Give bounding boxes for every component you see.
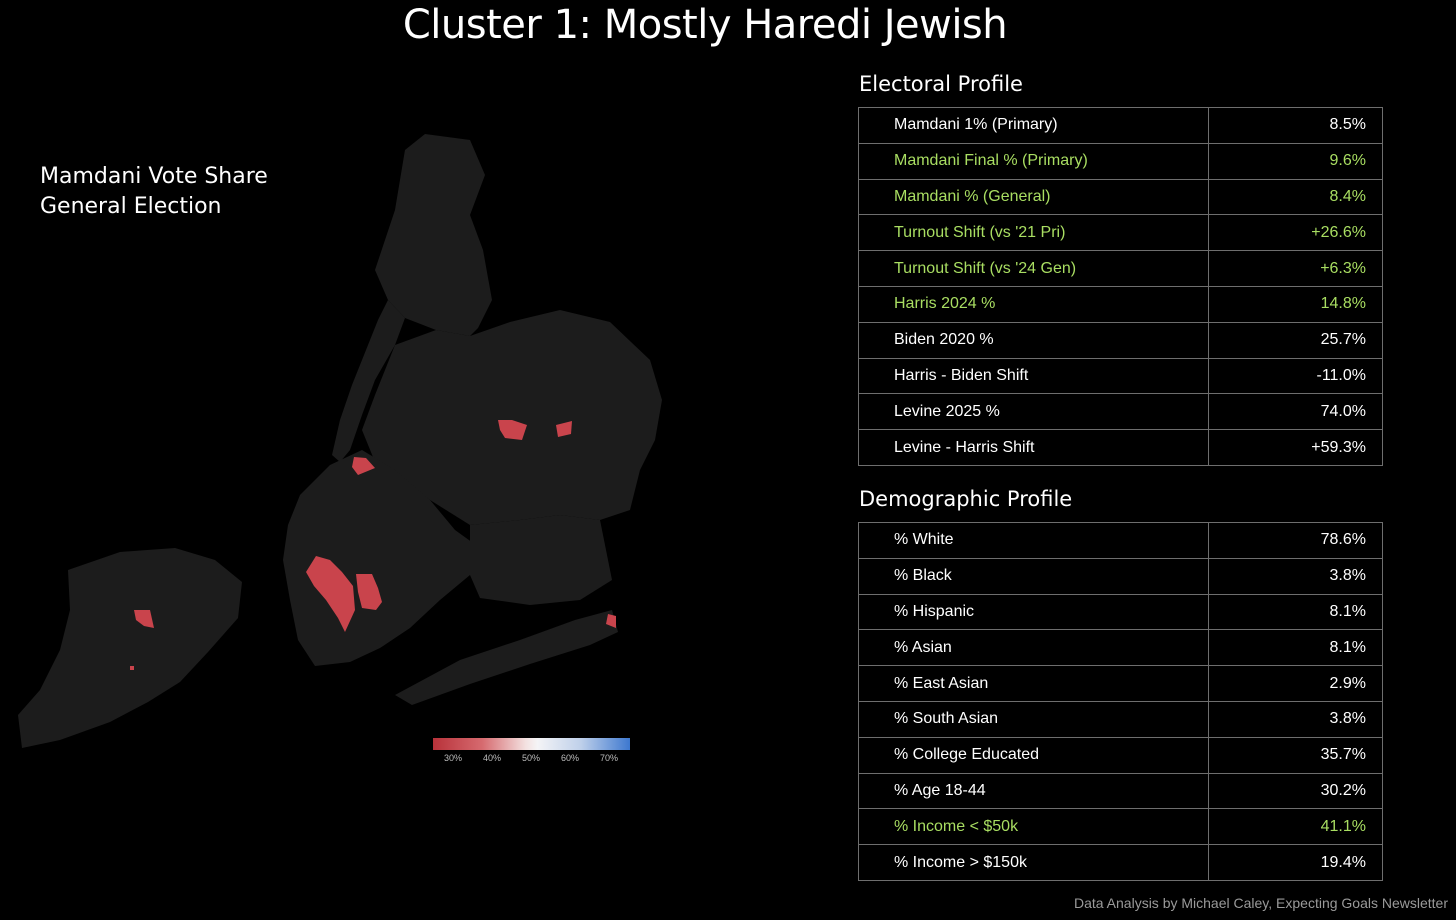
electoral-profile-heading: Electoral Profile xyxy=(859,72,1023,96)
row-value: 8.5% xyxy=(1208,107,1383,144)
legend-tick: 40% xyxy=(482,753,502,763)
row-label: Turnout Shift (vs '21 Pri) xyxy=(858,214,1209,252)
legend-ticks: 30% 40% 50% 60% 70% xyxy=(433,753,630,767)
table-row: Harris 2024 % 14.8% xyxy=(858,285,1383,323)
table-row: % South Asian 3.8% xyxy=(858,700,1383,738)
row-value: 30.2% xyxy=(1208,772,1383,810)
table-row: Mamdani 1% (Primary) 8.5% xyxy=(858,107,1383,144)
demographic-profile-table: % White 78.6%% Black 3.8%% Hispanic 8.1%% A… xyxy=(858,522,1383,881)
row-label: Mamdani 1% (Primary) xyxy=(858,107,1209,144)
electoral-profile-table: Mamdani 1% (Primary) 8.5% Mamdani Final % … xyxy=(858,107,1383,466)
legend-tick: 50% xyxy=(521,753,541,763)
table-row: % Income > $150k 19.4% xyxy=(858,844,1383,881)
table-row: % Hispanic 8.1% xyxy=(858,593,1383,631)
row-label: Harris - Biden Shift xyxy=(858,357,1209,395)
row-label: Levine 2025 % xyxy=(858,393,1209,431)
legend-tick: 70% xyxy=(599,753,619,763)
row-label: Turnout Shift (vs '24 Gen) xyxy=(858,250,1209,287)
row-label: % Asian xyxy=(858,629,1209,667)
table-row: Mamdani Final % (Primary) 9.6% xyxy=(858,142,1383,180)
credit-footer: Data Analysis by Michael Caley, Expectin… xyxy=(1073,895,1448,911)
legend-gradient-bar xyxy=(433,738,630,750)
map-label: Mamdani Vote Share General Election xyxy=(40,162,268,222)
row-value: +59.3% xyxy=(1208,429,1383,466)
row-value: 8.4% xyxy=(1208,178,1383,216)
row-value: 14.8% xyxy=(1208,285,1383,323)
row-label: % Black xyxy=(858,557,1209,595)
borough-manhattan xyxy=(332,300,405,462)
row-label: % East Asian xyxy=(858,665,1209,702)
row-label: % Income < $50k xyxy=(858,808,1209,846)
table-row: Levine - Harris Shift +59.3% xyxy=(858,429,1383,466)
row-label: Harris 2024 % xyxy=(858,285,1209,323)
row-value: 8.1% xyxy=(1208,593,1383,631)
row-label: Mamdani % (General) xyxy=(858,178,1209,216)
row-label: % Age 18-44 xyxy=(858,772,1209,810)
row-value: 78.6% xyxy=(1208,522,1383,559)
table-row: % East Asian 2.9% xyxy=(858,665,1383,702)
row-value: 19.4% xyxy=(1208,844,1383,881)
highlighted-precincts xyxy=(130,420,616,670)
row-value: 9.6% xyxy=(1208,142,1383,180)
map-label-line2: General Election xyxy=(40,194,222,219)
table-row: Levine 2025 % 74.0% xyxy=(858,393,1383,431)
borough-bronx xyxy=(375,134,492,336)
table-row: Turnout Shift (vs '21 Pri) +26.6% xyxy=(858,214,1383,252)
table-row: % Age 18-44 30.2% xyxy=(858,772,1383,810)
row-label: Mamdani Final % (Primary) xyxy=(858,142,1209,180)
table-row: Mamdani % (General) 8.4% xyxy=(858,178,1383,216)
table-row: % College Educated 35.7% xyxy=(858,736,1383,774)
borough-staten-island xyxy=(18,548,242,748)
demographic-profile-heading: Demographic Profile xyxy=(859,487,1073,511)
row-label: Levine - Harris Shift xyxy=(858,429,1209,466)
table-row: Biden 2020 % 25.7% xyxy=(858,321,1383,359)
row-value: 3.8% xyxy=(1208,700,1383,738)
row-value: 41.1% xyxy=(1208,808,1383,846)
row-label: % White xyxy=(858,522,1209,559)
row-label: % Hispanic xyxy=(858,593,1209,631)
row-label: Biden 2020 % xyxy=(858,321,1209,359)
table-row: % Income < $50k 41.1% xyxy=(858,808,1383,846)
color-legend: 30% 40% 50% 60% 70% xyxy=(433,738,630,767)
row-value: 3.8% xyxy=(1208,557,1383,595)
row-label: % South Asian xyxy=(858,700,1209,738)
row-value: 25.7% xyxy=(1208,321,1383,359)
table-row: % White 78.6% xyxy=(858,522,1383,559)
legend-tick: 60% xyxy=(560,753,580,763)
table-row: % Asian 8.1% xyxy=(858,629,1383,667)
borough-rockaway xyxy=(395,610,618,705)
row-value: 2.9% xyxy=(1208,665,1383,702)
legend-tick: 30% xyxy=(443,753,463,763)
row-value: +26.6% xyxy=(1208,214,1383,252)
table-row: Harris - Biden Shift -11.0% xyxy=(858,357,1383,395)
map-label-line1: Mamdani Vote Share xyxy=(40,164,268,189)
row-value: +6.3% xyxy=(1208,250,1383,287)
table-row: % Black 3.8% xyxy=(858,557,1383,595)
row-value: 35.7% xyxy=(1208,736,1383,774)
page-title: Cluster 1: Mostly Haredi Jewish xyxy=(402,2,1008,48)
row-label: % College Educated xyxy=(858,736,1209,774)
row-value: -11.0% xyxy=(1208,357,1383,395)
borough-brooklyn xyxy=(283,450,480,666)
borough-queens xyxy=(362,310,662,525)
row-label: % Income > $150k xyxy=(858,844,1209,881)
nyc-map xyxy=(18,134,662,748)
table-row: Turnout Shift (vs '24 Gen) +6.3% xyxy=(858,250,1383,287)
row-value: 8.1% xyxy=(1208,629,1383,667)
row-value: 74.0% xyxy=(1208,393,1383,431)
